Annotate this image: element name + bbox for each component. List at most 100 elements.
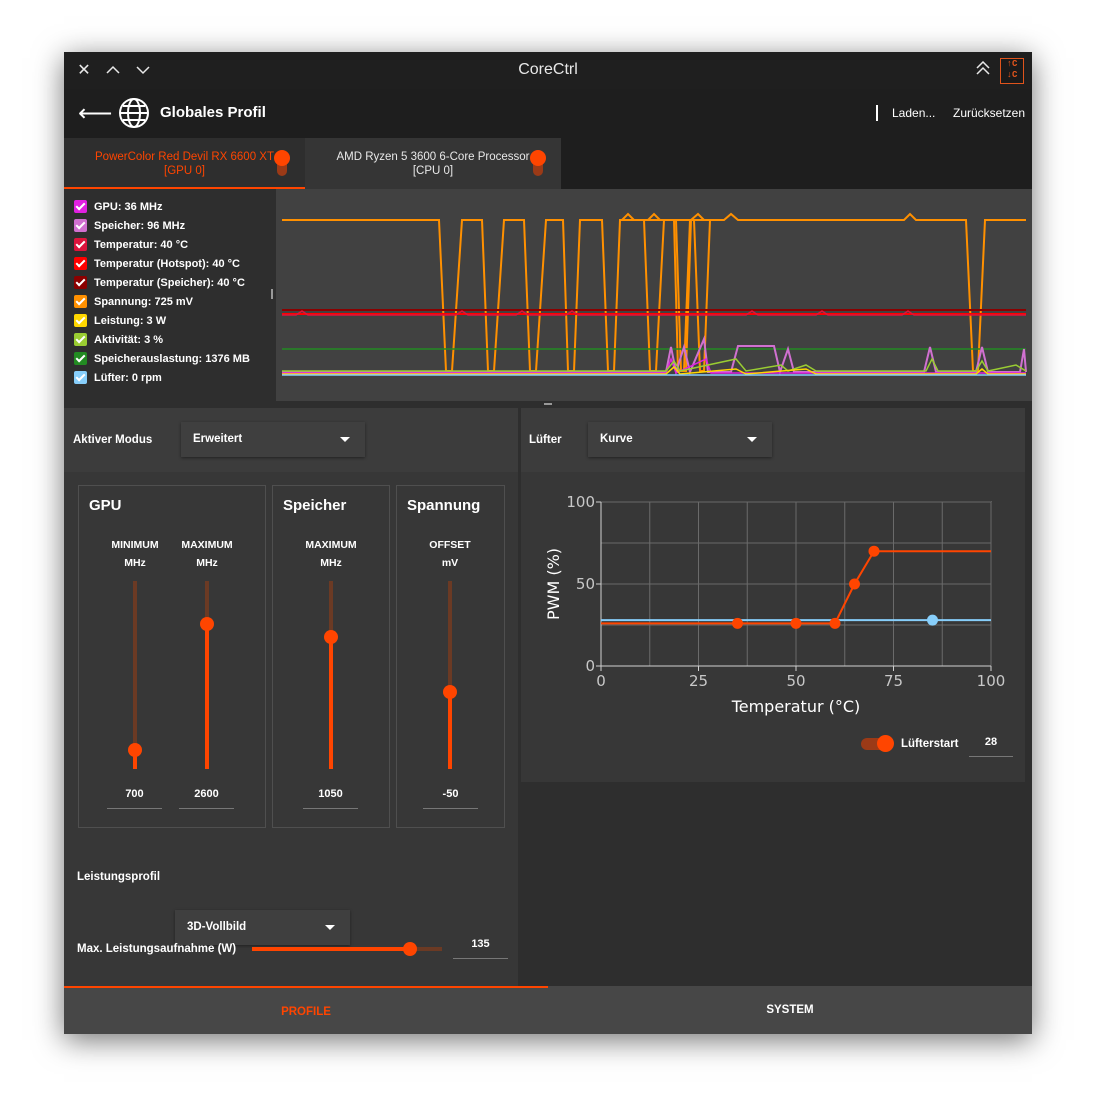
power-cap-slider[interactable] — [252, 941, 442, 957]
header-separator — [876, 105, 878, 121]
mem-max-clock-field[interactable]: 1050 — [303, 788, 358, 809]
gpu-min-clock-field[interactable]: 700 — [107, 788, 162, 809]
curve-point[interactable] — [868, 545, 880, 557]
checkbox-icon[interactable] — [74, 295, 87, 308]
maximize-icon[interactable] — [102, 60, 124, 82]
sensor-legend-item[interactable]: Aktivität: 3 % — [74, 330, 250, 349]
gpu-max-unit: MHz — [196, 557, 218, 569]
x-tick-label: 0 — [596, 672, 606, 690]
curve-point[interactable] — [829, 617, 841, 629]
cpu-active-toggle[interactable] — [530, 150, 546, 178]
sensor-legend-label: Spannung: 725 mV — [94, 295, 194, 308]
slider-handle — [128, 743, 142, 758]
memory-clock-group: Speicher MAXIMUM MHz 1050 — [272, 485, 390, 828]
slider-handle — [324, 630, 338, 645]
chevron-down-icon — [340, 437, 350, 442]
tab-cpu-index: [CPU 0] — [412, 165, 454, 177]
y-tick-label: 50 — [576, 575, 595, 593]
slider-handle — [200, 617, 214, 632]
close-icon[interactable]: ✕ — [77, 62, 91, 79]
curve-point[interactable] — [849, 578, 860, 590]
mem-max-clock-slider[interactable] — [321, 581, 341, 769]
y-tick-label: 100 — [566, 493, 595, 511]
chevron-down-icon — [747, 437, 757, 442]
curve-point[interactable] — [790, 617, 802, 629]
fan-label: Lüfter — [529, 434, 562, 446]
sensor-legend-item[interactable]: Leistung: 3 W — [74, 311, 250, 330]
mem-group-title: Speicher — [283, 497, 347, 514]
legend-splitter[interactable] — [271, 289, 273, 299]
checkbox-icon[interactable] — [74, 352, 87, 365]
curve-point[interactable] — [927, 614, 938, 626]
tab-gpu[interactable]: PowerColor Red Devil RX 6600 XT [GPU 0] — [64, 138, 305, 189]
sensor-legend-item[interactable]: Temperatur: 40 °C — [74, 235, 250, 254]
perf-mode-select[interactable]: Erweitert — [181, 422, 365, 457]
x-tick-label: 25 — [689, 672, 708, 690]
sensor-legend-item[interactable]: Speicher: 96 MHz — [74, 216, 250, 235]
curve-point[interactable] — [732, 617, 743, 629]
tab-profiles[interactable]: PROFILE — [64, 986, 548, 1034]
fan-mode-select[interactable]: Kurve — [588, 422, 772, 457]
monitor-splitter[interactable] — [544, 403, 552, 405]
back-arrow-icon[interactable]: ⟵ — [78, 100, 113, 127]
checkbox-icon[interactable] — [74, 257, 87, 270]
checkbox-icon[interactable] — [74, 276, 87, 289]
power-cap-label: Max. Leistungsaufnahme (W) — [77, 943, 237, 955]
fan-curve-chart[interactable]: 0 25 50 75 100 0 50 100 Temperatur (°C) PWM (%) — [521, 472, 1025, 722]
perf-mode-label: Aktiver Modus — [73, 434, 153, 446]
sensor-legend-label: Leistung: 3 W — [94, 314, 167, 327]
reset-button[interactable]: Zurücksetzen — [953, 106, 1026, 120]
gpu-min-unit: MHz — [124, 557, 146, 569]
gpu-max-clock-field[interactable]: 2600 — [179, 788, 234, 809]
sensor-legend-label: Speicherauslastung: 1376 MB — [94, 352, 250, 365]
tab-system[interactable]: SYSTEM — [766, 1004, 814, 1016]
gpu-min-clock-slider[interactable] — [125, 581, 145, 769]
fan-mode-value: Kurve — [600, 433, 633, 445]
minimize-icon[interactable] — [132, 60, 154, 82]
load-button[interactable]: Laden... — [892, 106, 936, 120]
window-title: CoreCtrl — [518, 61, 578, 78]
gpu-max-head-text: MAXIMUM — [181, 539, 233, 551]
checkbox-icon[interactable] — [74, 314, 87, 327]
fan-start-toggle[interactable] — [861, 735, 895, 753]
sensor-monitor: GPU: 36 MHz Speicher: 96 MHz Temperatur: 4… — [64, 189, 1032, 401]
sensor-legend-item[interactable]: Lüfter: 0 rpm — [74, 368, 250, 387]
tab-cpu[interactable]: AMD Ryzen 5 3600 6-Core Processor [CPU 0… — [305, 138, 561, 189]
sensor-legend-item[interactable]: GPU: 36 MHz — [74, 197, 250, 216]
y-tick-label: 0 — [585, 657, 595, 675]
x-tick-label: 50 — [786, 672, 805, 690]
sensor-legend-label: Temperatur: 40 °C — [94, 238, 189, 251]
volt-offset-head-text: OFFSET — [429, 539, 471, 551]
tab-cpu-name: AMD Ryzen 5 3600 6-Core Processor — [336, 151, 530, 163]
checkbox-icon[interactable] — [74, 219, 87, 232]
sensor-legend-item[interactable]: Spannung: 725 mV — [74, 292, 250, 311]
sensor-legend: GPU: 36 MHz Speicher: 96 MHz Temperatur: 4… — [74, 197, 250, 387]
sensor-legend-item[interactable]: Speicherauslastung: 1376 MB — [74, 349, 250, 368]
gpu-max-clock-slider[interactable] — [197, 581, 217, 769]
corectrl-window: ✕ CoreCtrl ↑C ↓C ⟵ Globales Profil Laden.… — [64, 52, 1032, 1034]
sensor-legend-label: GPU: 36 MHz — [94, 200, 163, 213]
fan-start-label: Lüfterstart — [901, 738, 959, 750]
keep-above-icon[interactable] — [972, 60, 994, 82]
device-tabs: PowerColor Red Devil RX 6600 XT [GPU 0] … — [64, 138, 1032, 189]
volt-group-title: Spannung — [407, 497, 481, 514]
sensor-legend-item[interactable]: Temperatur (Hotspot): 40 °C — [74, 254, 250, 273]
sensor-legend-item[interactable]: Temperatur (Speicher): 40 °C — [74, 273, 250, 292]
checkbox-icon[interactable] — [74, 371, 87, 384]
chevron-down-icon — [325, 925, 335, 930]
gpu-active-toggle[interactable] — [274, 150, 290, 178]
checkbox-icon[interactable] — [74, 200, 87, 213]
power-profile-label: Leistungsprofil — [77, 871, 161, 883]
fan-start-field[interactable]: 28 — [969, 736, 1013, 757]
power-cap-field[interactable]: 135 — [453, 938, 508, 959]
power-profile-select[interactable]: 3D-Vollbild — [175, 910, 350, 945]
voltage-offset-field[interactable]: -50 — [423, 788, 478, 809]
checkbox-icon[interactable] — [74, 333, 87, 346]
voltage-offset-slider[interactable] — [440, 581, 460, 769]
voltage-offset-group: Spannung OFFSET mV -50 — [396, 485, 505, 828]
globe-icon — [119, 98, 149, 128]
fan-curve-panel: 0 25 50 75 100 0 50 100 Temperatur (°C) PWM (%) L… — [521, 472, 1025, 782]
checkbox-icon[interactable] — [74, 238, 87, 251]
sensor-history-graph — [276, 189, 1032, 401]
sensor-legend-label: Speicher: 96 MHz — [94, 219, 186, 232]
